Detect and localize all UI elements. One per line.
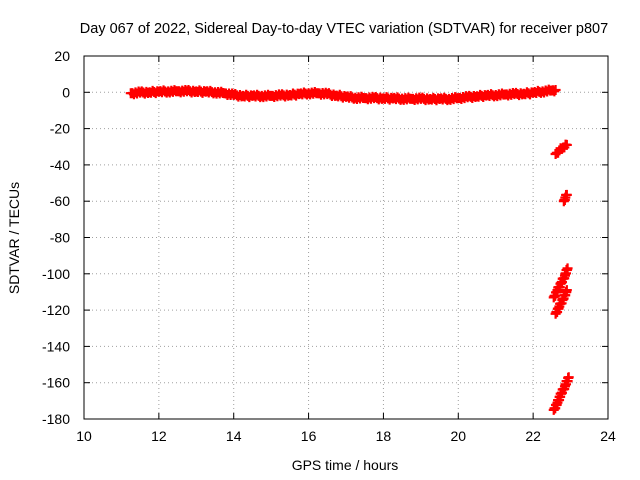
- y-tick-label: -100: [42, 266, 70, 282]
- y-tick-label: -80: [50, 230, 70, 246]
- y-axis-label: SDTVAR / TECUs: [6, 182, 22, 294]
- data-point: [561, 189, 572, 200]
- chart-title: Day 067 of 2022, Sidereal Day-to-day VTE…: [80, 21, 608, 37]
- x-tick-label: 20: [450, 428, 466, 444]
- data-point: [563, 372, 574, 383]
- y-tick-label: 0: [62, 84, 70, 100]
- plot-frame: [83, 55, 609, 420]
- y-tick-label: -60: [50, 193, 70, 209]
- y-tick-label: -20: [50, 121, 70, 137]
- y-tick-label: -40: [50, 157, 70, 173]
- y-tick-label: -160: [42, 375, 70, 391]
- y-tick-label: -120: [42, 302, 70, 318]
- series-main-arc: [125, 84, 561, 106]
- series-late-arc-1: [550, 139, 572, 160]
- series-late-arc-4: [550, 285, 572, 319]
- y-tick-label: -140: [42, 338, 70, 354]
- x-tick-label: 18: [376, 428, 392, 444]
- x-axis-label: GPS time / hours: [292, 457, 399, 473]
- data-point: [549, 86, 560, 97]
- x-tick-label: 24: [600, 428, 616, 444]
- data-point: [562, 263, 573, 274]
- axis-ticks: 10 12 14 16 18 20 22 24 20 0 -20 -40 -60 -80 -100 -120 -…: [42, 48, 616, 444]
- x-tick-label: 16: [301, 428, 317, 444]
- x-tick-label: 14: [226, 428, 242, 444]
- data-point: [561, 139, 572, 150]
- x-tick-label: 12: [151, 428, 167, 444]
- x-tick-label: 22: [525, 428, 541, 444]
- series-late-arc-5: [548, 372, 574, 415]
- data-point: [561, 285, 572, 296]
- data-points: [125, 84, 574, 415]
- data-point: [550, 84, 561, 95]
- x-tick-label: 10: [76, 428, 92, 444]
- series-late-arc-3: [548, 263, 573, 303]
- series-late-arc-2: [558, 189, 572, 207]
- y-tick-label: 20: [54, 48, 70, 64]
- grid: [84, 56, 608, 419]
- y-tick-label: -180: [42, 411, 70, 427]
